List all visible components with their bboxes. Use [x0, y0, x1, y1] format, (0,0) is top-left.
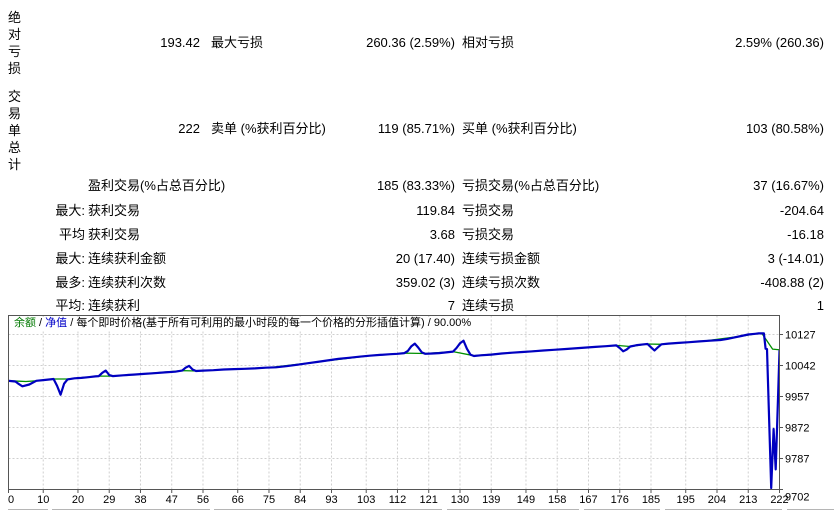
- x-tick-label: 47: [166, 494, 178, 506]
- stat-label: 连续获利: [88, 298, 141, 313]
- y-tick-label: 9702: [785, 492, 809, 504]
- stat-group-label-total-trades: 交易单总计: [8, 89, 22, 172]
- stat-value: 37 (16.67%): [753, 178, 824, 193]
- x-tick-label: 222: [770, 494, 788, 506]
- x-tick-label: 66: [232, 494, 244, 506]
- caption-part: /: [36, 317, 46, 329]
- stat-label: 相对亏损: [462, 35, 515, 50]
- x-tick-label: 204: [708, 494, 726, 506]
- x-tick-label: 56: [197, 494, 209, 506]
- chart-caption: 余额 / 净值 / 每个即时价格(基于所有可利用的最小时段的每一个价格的分形插值…: [12, 317, 474, 330]
- stat-value: 119 (85.71%): [377, 121, 455, 136]
- y-tick-label: 9957: [785, 392, 809, 404]
- caption-part: /: [67, 317, 77, 329]
- x-tick-label: 213: [739, 494, 757, 506]
- caption-part: 每个即时价格(基于所有可利用的最小时段的每一个价格的分形插值计算) / 90.0…: [76, 317, 472, 329]
- stat-value: 222: [178, 121, 200, 136]
- stat-value: 260.36 (2.59%): [366, 35, 455, 50]
- stat-label: 连续亏损金额: [462, 251, 541, 266]
- x-tick-label: 10: [37, 494, 49, 506]
- stat-label: 连续亏损次数: [462, 275, 541, 290]
- stat-prefix: 平均:: [55, 298, 85, 313]
- stat-row-avg-consecutive-wins: 平均: 连续获利 7 连续亏损 1: [0, 298, 834, 314]
- x-tick-label: 103: [357, 494, 375, 506]
- x-tick-label: 121: [420, 494, 438, 506]
- y-tick-label: 9787: [785, 454, 809, 466]
- x-tick-label: 176: [611, 494, 629, 506]
- stat-row-profit-trades: 盈利交易(%占总百分比) 185 (83.33%) 亏损交易(%占总百分比) 3…: [0, 178, 834, 194]
- stat-prefix: 最大:: [55, 203, 85, 218]
- stat-label: 连续获利金额: [88, 251, 167, 266]
- x-tick-label: 158: [548, 494, 566, 506]
- chart-plot: 0 10 20 29 38 47 56 66 75 84 93 103 112 121 130 139 149 1…: [8, 315, 834, 510]
- stat-label: 亏损交易: [462, 227, 515, 242]
- balance-equity-chart: 0 10 20 29 38 47 56 66 75 84 93 103 112 121 130 139 149 1…: [0, 315, 834, 517]
- caption-part: 余额: [14, 317, 36, 329]
- stat-value: 2.59% (260.36): [735, 35, 824, 50]
- x-tick-label: 195: [677, 494, 695, 506]
- stat-value: 193.42: [160, 35, 200, 50]
- x-tick-label: 38: [134, 494, 146, 506]
- caption-part: 净值: [45, 317, 68, 329]
- stat-row-average-trade: 平均 获利交易 3.68 亏损交易 -16.18: [0, 227, 834, 243]
- stat-value: 119.84: [416, 203, 455, 218]
- stat-prefix: 最多:: [55, 275, 85, 290]
- x-tick-label: 0: [8, 494, 14, 506]
- stat-group-label-drawdown: 绝对亏损: [8, 10, 22, 76]
- stat-prefix: 最大:: [55, 251, 85, 266]
- y-tick-label: 10042: [785, 361, 816, 373]
- stat-value: 1: [816, 298, 824, 313]
- x-tick-label: 84: [294, 494, 306, 506]
- stat-value: 20 (17.40): [395, 251, 455, 266]
- stat-prefix: 平均: [58, 227, 85, 242]
- stat-value: 7: [447, 298, 455, 313]
- x-tick-label: 20: [72, 494, 84, 506]
- x-tick-label: 93: [325, 494, 337, 506]
- x-tick-label: 112: [389, 494, 407, 506]
- stat-value: 3.68: [429, 227, 455, 242]
- stat-label: 获利交易: [88, 203, 141, 218]
- y-tick-label: 9872: [785, 423, 809, 435]
- stat-value: 103 (80.58%): [745, 121, 824, 136]
- y-tick-label: 10127: [785, 330, 816, 342]
- stat-label: 买单 (%获利百分比): [462, 121, 577, 136]
- stat-label: 亏损交易: [462, 203, 515, 218]
- stat-label: 亏损交易(%占总百分比): [462, 178, 600, 193]
- stat-value: 3 (-14.01): [767, 251, 824, 266]
- stat-label: 卖单 (%获利百分比): [211, 121, 326, 136]
- x-tick-label: 139: [482, 494, 500, 506]
- stat-row-max-consecutive-wins: 最多: 连续获利次数 359.02 (3) 连续亏损次数 -408.88 (2): [0, 275, 834, 291]
- stat-row-trades: 222 卖单 (%获利百分比) 119 (85.71%) 买单 (%获利百分比)…: [0, 121, 834, 137]
- x-tick-label: 149: [517, 494, 535, 506]
- stat-row-max-consecutive-profit: 最大: 连续获利金额 20 (17.40) 连续亏损金额 3 (-14.01): [0, 251, 834, 267]
- x-tick-label: 75: [263, 494, 275, 506]
- stat-value: -204.64: [779, 203, 824, 218]
- stat-value: -16.18: [787, 227, 824, 242]
- stat-label: 最大亏损: [211, 35, 264, 50]
- stat-value: 185 (83.33%): [376, 178, 455, 193]
- stat-row-drawdown: 193.42 最大亏损 260.36 (2.59%) 相对亏损 2.59% (2…: [0, 35, 834, 51]
- stat-value: -408.88 (2): [760, 275, 824, 290]
- stat-label: 获利交易: [88, 227, 141, 242]
- stat-label: 盈利交易(%占总百分比): [88, 178, 226, 193]
- x-tick-label: 167: [579, 494, 597, 506]
- x-tick-label: 185: [642, 494, 660, 506]
- stat-value: 359.02 (3): [395, 275, 455, 290]
- report-stats-table: 绝对亏损 交易单总计 193.42 最大亏损 260.36 (2.59%) 相对…: [0, 10, 834, 314]
- stat-label: 连续亏损: [462, 298, 515, 313]
- x-tick-label: 29: [103, 494, 115, 506]
- stat-label: 连续获利次数: [88, 275, 167, 290]
- stat-row-largest-trade: 最大: 获利交易 119.84 亏损交易 -204.64: [0, 203, 834, 219]
- x-tick-label: 130: [451, 494, 469, 506]
